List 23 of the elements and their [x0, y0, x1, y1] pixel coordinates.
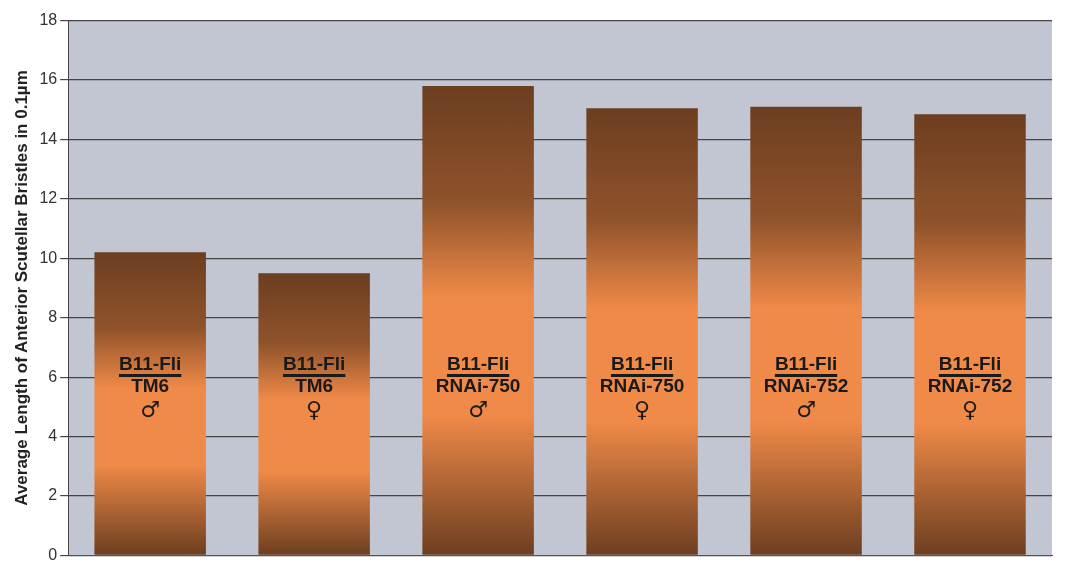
- bar: [914, 114, 1026, 555]
- y-tick-label: 18: [39, 11, 58, 29]
- y-axis-title: Average Length of Anterior Scutellar Bristles in 0.1µm: [11, 70, 31, 506]
- x-tick-label: B11-Fli RNAi-752 ♂: [762, 353, 850, 423]
- y-tick-label: 6: [48, 367, 58, 385]
- bar: [258, 273, 370, 555]
- x-tick-label: B11-Fli RNAi-750 ♂: [434, 353, 522, 423]
- x-tick-label: B11-Fli TM6 ♀: [282, 353, 347, 423]
- y-tick-label: 2: [48, 486, 58, 504]
- bar: [422, 85, 534, 555]
- y-tick-label: 0: [48, 545, 58, 563]
- y-tick-label: 10: [39, 248, 58, 266]
- y-tick-label: 4: [48, 426, 58, 444]
- x-tick-label: B11-Fli RNAi-752 ♀: [926, 353, 1014, 423]
- bar: [94, 252, 206, 555]
- bar: [750, 106, 862, 555]
- bar: [586, 108, 698, 555]
- x-tick-label: B11-Fli RNAi-750 ♀: [598, 353, 686, 423]
- y-tick-label: 8: [48, 308, 58, 326]
- y-tick-label: 12: [39, 189, 58, 207]
- x-tick-label: B11-Fli TM6 ♂: [118, 353, 183, 423]
- y-tick-label: 16: [39, 70, 58, 88]
- y-tick-label: 14: [39, 129, 58, 147]
